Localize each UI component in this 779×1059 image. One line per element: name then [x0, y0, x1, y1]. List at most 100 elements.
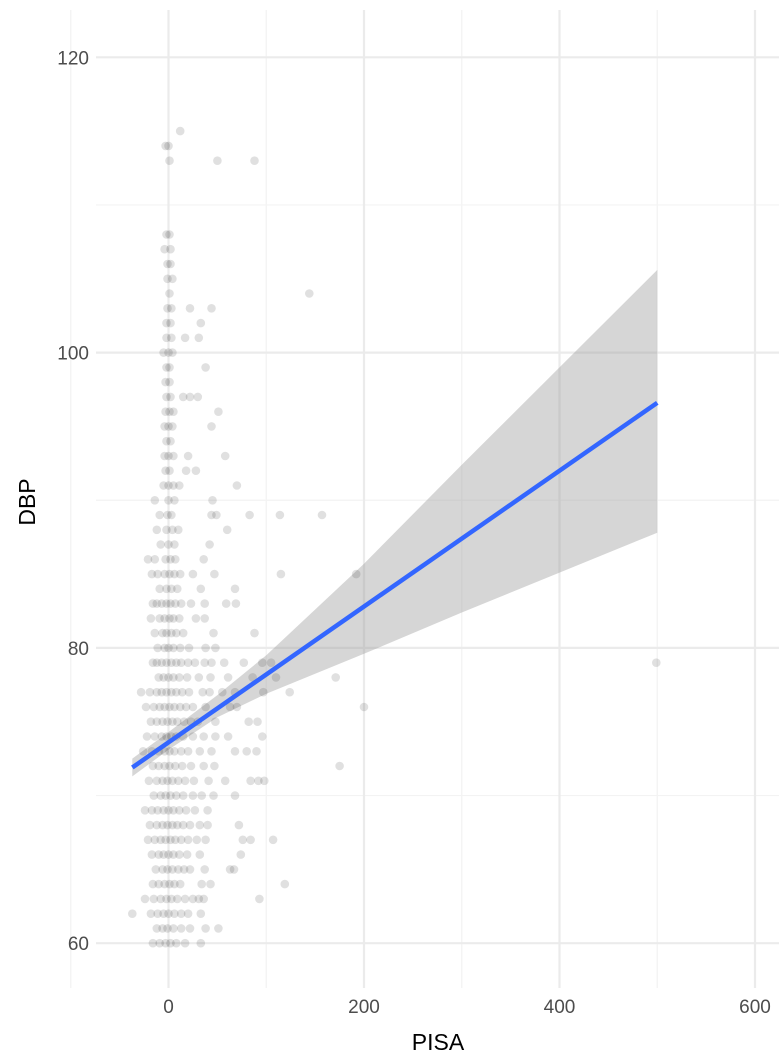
data-point: [158, 776, 167, 786]
data-point: [201, 702, 210, 712]
data-point: [196, 584, 206, 594]
data-point: [169, 481, 178, 490]
data-point: [285, 687, 295, 697]
data-point: [148, 879, 158, 889]
data-point: [154, 673, 163, 682]
data-point: [169, 850, 178, 859]
data-point: [167, 658, 176, 667]
data-point: [183, 909, 193, 918]
data-point: [147, 569, 157, 579]
y-tick-label: 120: [57, 48, 89, 69]
data-point: [175, 850, 184, 859]
data-point: [174, 776, 183, 786]
data-point: [169, 451, 178, 461]
data-point: [305, 289, 314, 298]
data-point: [188, 732, 198, 741]
data-point: [259, 687, 268, 697]
data-point: [188, 702, 198, 712]
data-point: [145, 687, 155, 697]
data-point: [258, 658, 267, 667]
data-point: [166, 599, 175, 608]
data-point: [151, 865, 161, 874]
data-point: [157, 599, 166, 608]
data-point: [140, 894, 150, 904]
data-point: [170, 909, 179, 918]
data-point: [183, 835, 193, 845]
data-point: [236, 850, 246, 859]
data-point: [154, 879, 163, 889]
data-point: [230, 747, 240, 756]
data-point: [155, 702, 164, 712]
data-point: [258, 732, 267, 741]
data-point: [163, 717, 172, 726]
data-point: [280, 879, 290, 889]
data-point: [165, 230, 174, 239]
data-point: [230, 584, 240, 594]
data-point: [229, 865, 239, 874]
data-point: [180, 776, 190, 786]
data-point: [198, 687, 207, 697]
data-point: [351, 569, 361, 579]
data-point: [160, 702, 169, 712]
data-point: [185, 392, 195, 402]
data-point: [200, 658, 209, 667]
data-points-layer: [128, 126, 661, 948]
data-point: [168, 274, 177, 284]
data-point: [143, 835, 153, 845]
data-point: [199, 761, 208, 771]
data-point: [159, 909, 168, 918]
data-point: [234, 820, 244, 830]
data-point: [185, 304, 195, 313]
data-point: [167, 628, 176, 638]
data-point: [150, 732, 160, 741]
data-point: [218, 687, 227, 697]
data-point: [178, 791, 188, 800]
data-point: [172, 938, 181, 948]
data-point: [231, 599, 241, 608]
x-tick-label: 200: [348, 997, 380, 1018]
data-point: [225, 865, 235, 874]
data-point: [275, 510, 285, 520]
data-point: [175, 702, 185, 712]
data-point: [170, 496, 179, 505]
data-point: [185, 820, 195, 830]
data-point: [155, 614, 164, 623]
y-tick-label: 100: [57, 344, 89, 365]
data-point: [169, 407, 178, 417]
x-tick-label: 600: [739, 997, 771, 1018]
data-point: [176, 909, 186, 918]
data-point: [166, 392, 175, 402]
x-axis-title: PISA: [412, 1029, 465, 1055]
data-point: [178, 820, 188, 830]
data-point: [136, 687, 146, 697]
data-point: [209, 628, 218, 638]
data-point: [165, 569, 174, 579]
data-point: [206, 879, 215, 889]
data-point: [175, 879, 185, 889]
data-point: [222, 525, 232, 535]
data-point: [190, 806, 200, 815]
data-point: [156, 835, 165, 845]
data-point: [194, 673, 204, 682]
data-point: [165, 614, 174, 623]
data-point: [176, 924, 186, 933]
data-point: [266, 658, 276, 667]
data-point: [183, 658, 193, 667]
data-point: [250, 156, 259, 165]
data-point: [165, 289, 174, 298]
data-point: [152, 525, 162, 535]
data-point: [146, 909, 156, 918]
data-point: [203, 820, 212, 830]
data-point: [176, 658, 186, 667]
data-point: [150, 628, 160, 638]
data-point: [199, 894, 208, 904]
data-point: [268, 835, 278, 845]
data-point: [154, 850, 163, 859]
data-point: [207, 510, 216, 520]
data-point: [172, 628, 181, 638]
data-point: [176, 835, 186, 845]
data-point: [152, 924, 162, 933]
data-point: [168, 348, 177, 357]
data-point: [186, 761, 196, 771]
